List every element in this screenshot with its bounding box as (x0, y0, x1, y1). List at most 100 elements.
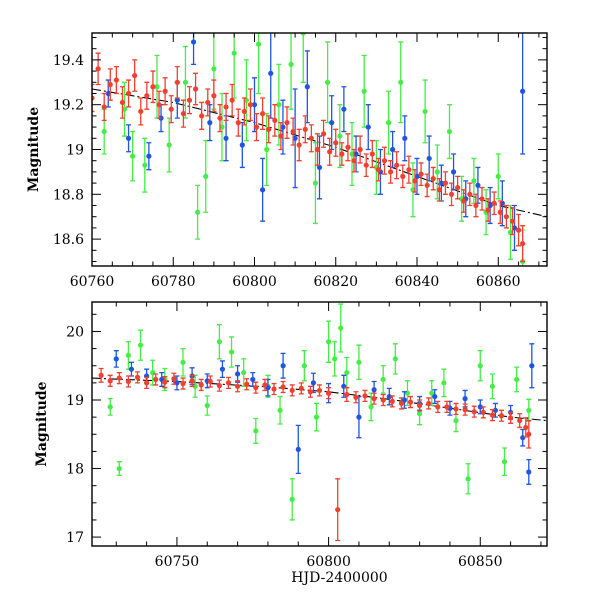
bottom-data-point (338, 325, 344, 331)
bottom-data-point (489, 383, 495, 389)
bottom-data-point (128, 366, 135, 372)
top-data-point (520, 240, 526, 247)
top-data-point (345, 144, 351, 150)
bottom-data-point (480, 409, 486, 415)
bottom-data-point (362, 393, 368, 399)
top-data-point (511, 225, 518, 231)
bottom-y-tick-label: 19 (66, 393, 84, 409)
bottom-data-point (162, 379, 168, 385)
bottom-data-point (198, 382, 204, 388)
top-error-bar (300, 33, 306, 83)
top-data-point (398, 79, 404, 85)
bottom-data-point (144, 380, 150, 386)
top-data-point (260, 111, 266, 117)
bottom-data-point (225, 380, 232, 386)
top-data-point (174, 79, 180, 85)
bottom-data-point (326, 339, 332, 345)
top-data-point (276, 102, 282, 108)
top-data-point (410, 187, 416, 193)
top-data-point (168, 106, 174, 112)
top-data-point (142, 162, 148, 168)
top-data-point (434, 169, 440, 175)
bottom-data-point (353, 394, 359, 400)
bottom-data-point (307, 389, 313, 395)
top-data-point (154, 84, 160, 90)
bottom-data-point (526, 431, 532, 437)
top-y-tick-label: 19 (66, 143, 84, 159)
top-data-point (394, 162, 400, 168)
top-x-tick-label: 60820 (313, 274, 358, 290)
bottom-data-point (380, 397, 386, 403)
top-data-point (337, 133, 343, 139)
bottom-data-point (344, 369, 350, 376)
top-data-point (130, 153, 136, 159)
top-data-point (471, 178, 477, 184)
top-series-2 (105, 33, 526, 251)
top-data-point (385, 120, 392, 126)
bottom-data-point (235, 371, 241, 377)
top-data-point (507, 229, 514, 235)
top-data-point (369, 151, 375, 157)
top-data-point (207, 120, 213, 126)
top-y-tick-label: 19.2 (53, 98, 84, 114)
bottom-data-point (429, 390, 435, 396)
top-data-point (121, 106, 128, 112)
top-data-point (381, 158, 388, 164)
bottom-data-point (107, 404, 113, 410)
bottom-data-point (153, 376, 159, 383)
top-data-point (448, 191, 455, 197)
bottom-data-point (465, 476, 471, 482)
top-data-point (515, 227, 522, 233)
bottom-data-point (137, 342, 144, 348)
bottom-data-point (514, 376, 520, 383)
bottom-data-point (523, 424, 529, 431)
top-data-point (375, 167, 382, 173)
bottom-data-point (207, 378, 213, 385)
top-data-point (205, 99, 211, 106)
top-ticks (91, 33, 547, 266)
bottom-data-point (289, 496, 295, 502)
bottom-series-1 (107, 303, 532, 521)
top-x-tick-label: 60860 (476, 274, 521, 290)
top-data-point (292, 135, 298, 141)
top-data-point (402, 135, 408, 141)
top-data-point (312, 180, 319, 186)
top-data-point (503, 214, 509, 220)
bottom-data-point (280, 384, 286, 390)
top-data-point (424, 182, 430, 188)
top-data-point (406, 167, 412, 173)
bottom-data-point (216, 339, 222, 345)
top-data-point (113, 77, 119, 83)
top-data-point (520, 88, 526, 94)
top-data-point (357, 146, 363, 153)
bottom-data-point (501, 459, 508, 465)
bottom-data-point (520, 435, 526, 441)
top-data-point (251, 102, 258, 108)
top-data-point (229, 97, 235, 103)
bottom-series-2 (113, 343, 535, 485)
top-data-point (308, 135, 314, 141)
top-data-point (101, 104, 107, 110)
top-data-point (211, 93, 217, 99)
bottom-data-point (228, 349, 235, 355)
top-data-point (144, 93, 150, 99)
top-data-point (467, 191, 473, 197)
bottom-data-point (289, 387, 295, 394)
bottom-data-point (453, 406, 459, 412)
top-data-point (320, 131, 327, 137)
bottom-series-3 (98, 367, 532, 542)
top-data-point (264, 146, 270, 153)
top-data-point (327, 149, 333, 155)
bottom-y-tick-label: 17 (66, 530, 84, 546)
bottom-data-point (107, 378, 113, 384)
bottom-data-point (116, 465, 122, 472)
bottom-data-point (134, 374, 141, 380)
top-data-point (150, 84, 156, 90)
top-data-point (268, 70, 274, 76)
bottom-data-point (116, 375, 122, 381)
bottom-data-point (113, 356, 119, 362)
top-data-point (329, 120, 335, 126)
bottom-data-point (280, 363, 286, 369)
bottom-data-point (298, 385, 304, 391)
